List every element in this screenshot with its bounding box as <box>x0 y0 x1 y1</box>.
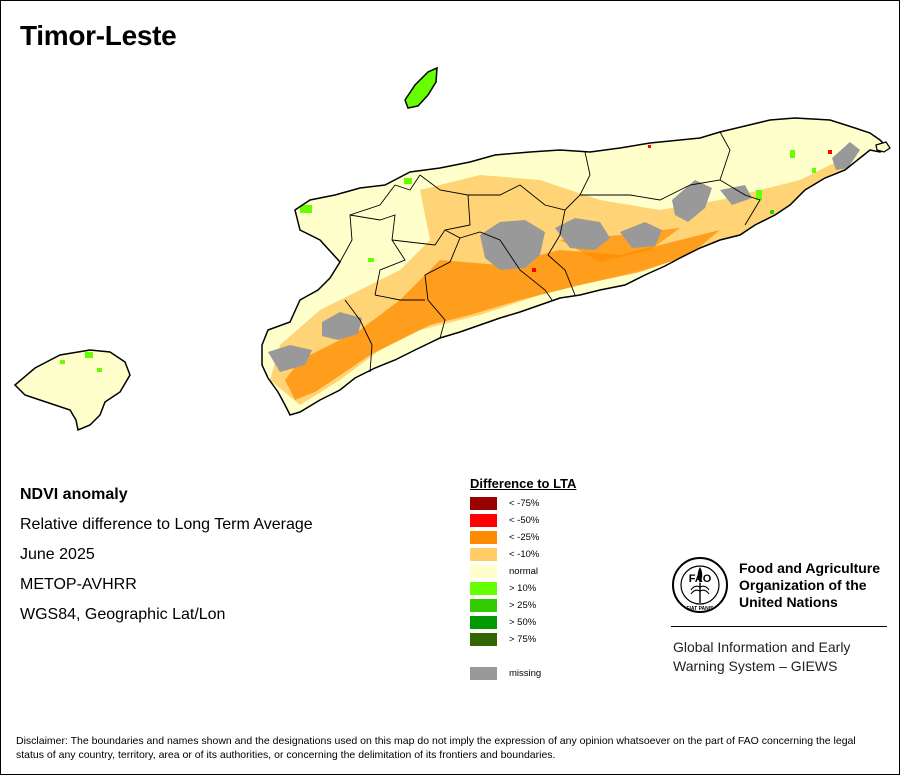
fao-name-line1: Food and Agriculture <box>739 560 881 576</box>
positive-pixels-oecusse2 <box>97 368 102 372</box>
positive-pixels-oecusse3 <box>60 360 65 364</box>
legend-swatch <box>470 667 497 680</box>
mainland-timor <box>261 117 889 416</box>
legend-swatch <box>470 633 497 646</box>
giews-line2: Warning System – GIEWS <box>673 658 838 674</box>
fao-name-line3: United Nations <box>739 594 838 610</box>
legend-swatch <box>470 514 497 527</box>
legend-swatch <box>470 582 497 595</box>
info-sensor: METOP-AVHRR <box>20 576 137 593</box>
positive-pixels-oecusse1 <box>85 352 93 358</box>
legend-gap <box>470 649 576 666</box>
legend-item: > 50% <box>470 615 576 632</box>
legend-item: < -75% <box>470 496 576 513</box>
missing-area-east3 <box>672 180 712 222</box>
legend-item-missing: missing <box>470 666 576 683</box>
positive-pixels-e4 <box>770 210 774 214</box>
legend-swatch <box>470 599 497 612</box>
anomaly-pixel-red3 <box>648 145 651 148</box>
legend-item: normal <box>470 564 576 581</box>
disclaimer: Disclaimer: The boundaries and names sho… <box>16 735 856 761</box>
legend: Difference to LTA < -75% < -50% < -25% <… <box>470 476 576 683</box>
legend-swatch <box>470 565 497 578</box>
anomaly-area-orange <box>285 230 720 400</box>
legend-swatch <box>470 497 497 510</box>
positive-pixels-n <box>404 178 412 184</box>
legend-item: > 25% <box>470 598 576 615</box>
positive-pixels-e1 <box>756 190 762 200</box>
legend-label: missing <box>509 668 542 679</box>
fao-logo: FAO FIAT PANIS <box>672 557 728 613</box>
info-projection: WGS84, Geographic Lat/Lon <box>20 606 226 623</box>
legend-label: > 25% <box>509 600 537 611</box>
giews-label: Global Information and Early Warning Sys… <box>673 638 850 676</box>
legend-title: Difference to LTA <box>470 476 577 491</box>
legend-swatch <box>470 531 497 544</box>
fao-logo-motto: FIAT PANIS <box>686 606 714 612</box>
district-boundaries <box>339 131 761 373</box>
fao-name-line2: Organization of the <box>739 577 867 593</box>
giews-line1: Global Information and Early <box>673 639 851 655</box>
legend-item: > 10% <box>470 581 576 598</box>
info-period: June 2025 <box>20 546 95 563</box>
info-product: NDVI anomaly <box>20 486 128 503</box>
legend-label: > 10% <box>509 583 537 594</box>
atauro-island <box>404 66 438 109</box>
positive-pixels-e2 <box>790 150 795 158</box>
legend-label: < -10% <box>509 549 540 560</box>
fao-divider <box>671 626 887 627</box>
map-info: NDVI anomaly Relative difference to Long… <box>20 480 313 630</box>
missing-area-west1 <box>322 312 362 340</box>
legend-label: normal <box>509 566 539 577</box>
legend-swatch <box>470 548 497 561</box>
anomaly-pixel-red1 <box>532 268 536 272</box>
legend-item: < -50% <box>470 513 576 530</box>
oecusse-enclave <box>13 349 131 432</box>
fao-logo-letters: FAO <box>689 573 712 585</box>
fao-name: Food and Agriculture Organization of the… <box>739 560 880 611</box>
legend-label: > 50% <box>509 617 537 628</box>
positive-pixels-w <box>262 288 264 293</box>
legend-swatch <box>470 616 497 629</box>
legend-label: < -75% <box>509 498 540 509</box>
jaco-island <box>875 141 891 153</box>
missing-area-east4 <box>720 185 752 205</box>
missing-area-east1 <box>555 218 610 250</box>
legend-item: < -10% <box>470 547 576 564</box>
missing-area-central <box>480 220 545 270</box>
legend-label: > 75% <box>509 634 537 645</box>
positive-pixels-nw <box>300 205 312 213</box>
legend-label: < -50% <box>509 515 540 526</box>
missing-area-east2 <box>620 222 662 248</box>
legend-item: < -25% <box>470 530 576 547</box>
positive-pixels-c <box>368 258 374 262</box>
anomaly-pixel-red2 <box>828 150 832 154</box>
missing-area-west2 <box>268 345 312 372</box>
legend-label: < -25% <box>509 532 540 543</box>
map-title: Timor-Leste <box>20 20 177 51</box>
positive-pixels-e3 <box>812 168 816 173</box>
legend-item: > 75% <box>470 632 576 649</box>
ndvi-anomaly-map <box>13 66 891 432</box>
missing-area-tip <box>832 142 860 170</box>
info-description: Relative difference to Long Term Average <box>20 516 313 533</box>
